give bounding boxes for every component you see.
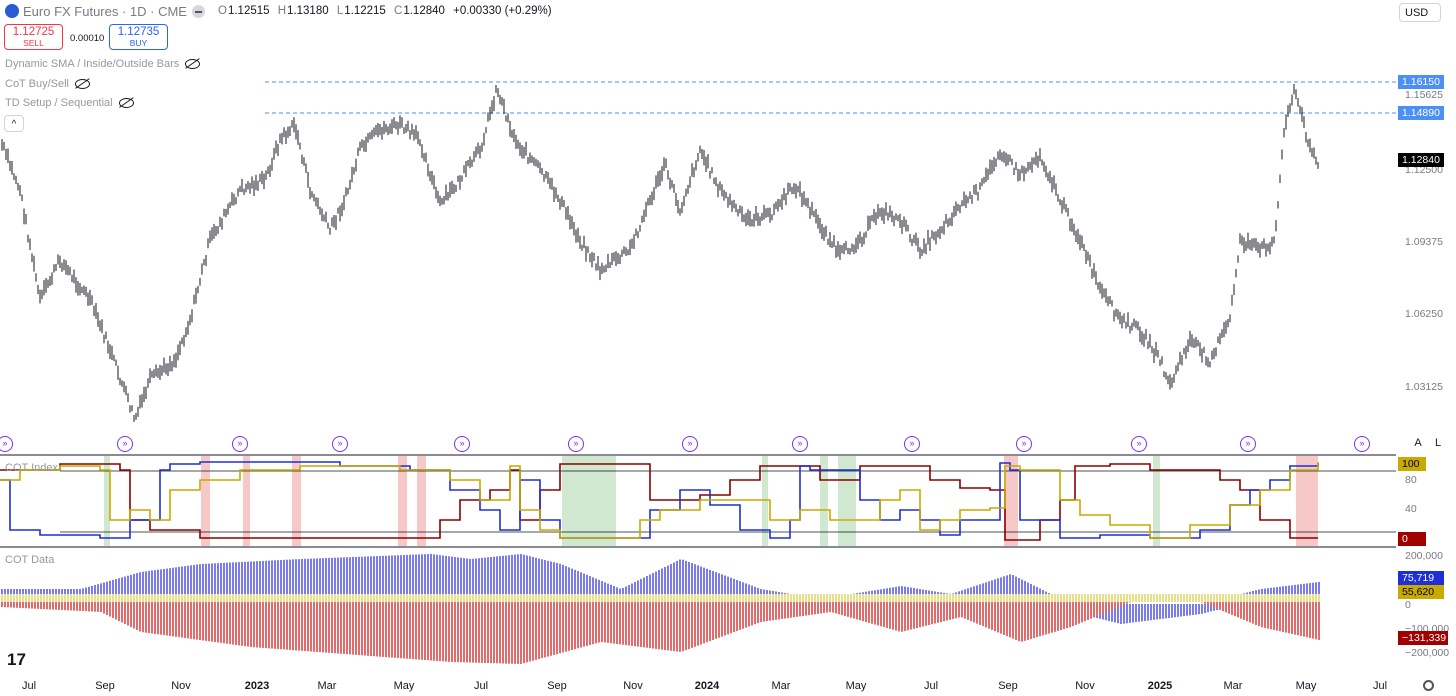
cot-small-tag: 55,620: [1398, 585, 1444, 599]
event-marker-icon[interactable]: »: [1354, 436, 1370, 452]
auto-scale-button[interactable]: A: [1414, 437, 1422, 449]
time-axis-label: Jul: [1372, 680, 1388, 692]
buy-price: 1.12735: [117, 26, 160, 38]
high-value: 1.13180: [287, 5, 329, 17]
cot-top-tag: 100: [1398, 457, 1426, 471]
level-tag-second: 1.14890: [1398, 106, 1444, 120]
time-axis-label: May: [845, 680, 867, 692]
indicator-dynamic-sma[interactable]: Dynamic SMA / Inside/Outside Bars: [5, 58, 201, 70]
collapse-legend-button[interactable]: [192, 5, 205, 18]
high-key: H: [277, 5, 287, 17]
time-axis-label: Jul: [923, 680, 939, 692]
buy-button[interactable]: 1.12735 BUY: [109, 24, 168, 50]
cot-small-specs-line: [0, 462, 1319, 539]
time-axis-label: Mar: [771, 680, 791, 692]
sell-price: 1.12725: [12, 26, 55, 38]
time-axis-label: Sep: [547, 680, 567, 692]
event-marker-icon[interactable]: »: [232, 436, 248, 452]
price-axis-label: 1.03125: [1405, 381, 1443, 393]
event-marker-icon[interactable]: »: [568, 436, 584, 452]
hidden-eye-icon[interactable]: [75, 79, 90, 90]
ohlc-readout: O1.12515 H1.13180 L1.12215 C1.12840 +0.0…: [218, 5, 557, 17]
indicator-label: CoT Buy/Sell: [5, 78, 69, 90]
cot-commercials-line: [0, 463, 1318, 541]
time-axis-label: Nov: [171, 680, 191, 692]
open-key: O: [218, 5, 227, 17]
cot-large-tag: 75,719: [1398, 571, 1444, 585]
price-axis-label: 1.15625: [1405, 89, 1443, 101]
event-marker-icon[interactable]: »: [792, 436, 808, 452]
time-axis-label: Jul: [21, 680, 37, 692]
cot-index-title[interactable]: COT Index: [5, 462, 58, 474]
indicator-cot-buy-sell[interactable]: CoT Buy/Sell: [5, 78, 90, 90]
sell-label: SELL: [23, 38, 44, 48]
cot-data-axis-label: 0: [1405, 599, 1411, 611]
spread-value: 0.00010: [70, 33, 105, 44]
cot-large-specs-line: [0, 461, 1319, 539]
indicator-label: TD Setup / Sequential: [5, 97, 113, 109]
event-marker-icon[interactable]: »: [1240, 436, 1256, 452]
price-axis-label: 1.06250: [1405, 308, 1443, 320]
event-marker-icon[interactable]: »: [332, 436, 348, 452]
cot-bottom-tag: 0: [1398, 532, 1426, 546]
tradingview-logo[interactable]: 17: [7, 650, 26, 669]
price-axis-label: 1.12500: [1405, 164, 1443, 176]
indicator-label: Dynamic SMA / Inside/Outside Bars: [5, 58, 180, 70]
sell-button[interactable]: 1.12725 SELL: [4, 24, 63, 50]
event-marker-icon[interactable]: »: [904, 436, 920, 452]
cot-data-axis-label: −200,000: [1405, 647, 1450, 659]
price-axis-label: 1.09375: [1405, 236, 1443, 248]
event-marker-icon[interactable]: »: [117, 436, 133, 452]
hidden-eye-icon[interactable]: [185, 59, 201, 70]
log-scale-button[interactable]: L: [1434, 437, 1442, 449]
cot-axis-label: 40: [1405, 503, 1417, 515]
currency-selector[interactable]: USD: [1399, 3, 1441, 22]
time-axis-label: Mar: [317, 680, 337, 692]
time-axis-label: Mar: [1223, 680, 1243, 692]
cot-data-axis-label: 200,000: [1405, 550, 1443, 562]
hidden-eye-icon[interactable]: [118, 98, 134, 109]
low-key: L: [336, 5, 344, 17]
time-axis-label: 2025: [1147, 680, 1173, 692]
event-marker-icon[interactable]: »: [1016, 436, 1032, 452]
event-marker-icon[interactable]: »: [682, 436, 698, 452]
collapse-indicators-button[interactable]: ^: [4, 115, 24, 132]
time-axis-label: Nov: [1075, 680, 1095, 692]
event-marker-icon[interactable]: »: [0, 436, 13, 452]
cot-data-title[interactable]: COT Data: [5, 554, 55, 566]
cot-data-bars: [1, 554, 1320, 664]
change-value: +0.00330 (+0.29%): [453, 5, 552, 17]
symbol-title[interactable]: Euro FX Futures · 1D · CME: [23, 4, 187, 19]
indicator-td-setup[interactable]: TD Setup / Sequential: [5, 97, 134, 109]
time-axis-label: May: [393, 680, 415, 692]
time-axis-label: 2024: [694, 680, 720, 692]
open-value: 1.12515: [227, 5, 270, 17]
cot-commercial-tag: −131,339: [1398, 631, 1448, 645]
euro-flag-icon: [5, 4, 19, 18]
buy-label: BUY: [129, 38, 148, 48]
last-price-tag: 1.12840: [1398, 153, 1444, 167]
close-key: C: [394, 5, 403, 17]
close-value: 1.12840: [403, 5, 445, 17]
time-axis-label: 2023: [244, 680, 270, 692]
time-axis-label: May: [1295, 680, 1317, 692]
low-value: 1.12215: [344, 5, 386, 17]
time-axis-label: Sep: [95, 680, 115, 692]
level-tag-high: 1.16150: [1398, 75, 1444, 89]
event-marker-icon[interactable]: »: [1131, 436, 1147, 452]
chart-header: Euro FX Futures · 1D · CME O1.12515 H1.1…: [0, 0, 1456, 24]
time-axis-label: Nov: [623, 680, 643, 692]
time-axis-label: Sep: [998, 680, 1018, 692]
time-axis-label: Jul: [473, 680, 489, 692]
event-marker-icon[interactable]: »: [454, 436, 470, 452]
price-bars: [1, 83, 1319, 422]
gear-icon[interactable]: [1423, 680, 1434, 691]
cot-axis-label: 80: [1405, 474, 1417, 486]
